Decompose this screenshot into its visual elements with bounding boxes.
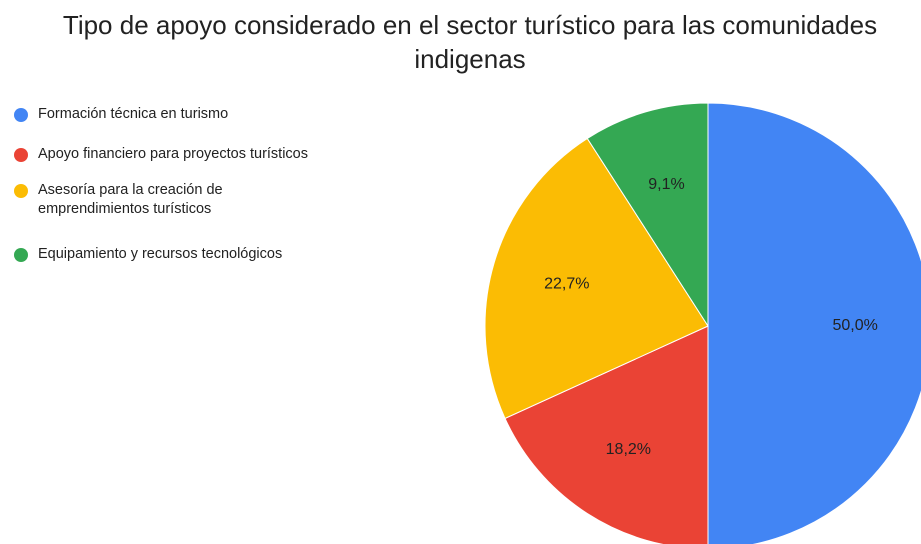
data-label: 18,2%	[606, 441, 651, 458]
pie-slice	[707, 102, 921, 544]
legend-item: Equipamiento y recursos tecnológicos	[14, 245, 282, 264]
pie-slice	[484, 137, 709, 420]
legend-swatch	[14, 107, 28, 122]
legend-swatch	[14, 147, 28, 162]
legend-item: Apoyo financiero para proyectos turístic…	[14, 145, 308, 164]
legend-label: Asesoría para la creación de emprendimie…	[38, 182, 223, 217]
legend-label: Apoyo financiero para proyectos turístic…	[38, 146, 308, 162]
legend-swatch	[14, 183, 28, 198]
data-label: 50,0%	[832, 317, 877, 334]
pie-slice	[586, 102, 709, 328]
legend-item: Asesoría para la creación de emprendimie…	[14, 181, 223, 219]
chart-title: Tipo de apoyo considerado en el sector t…	[62, 10, 878, 74]
data-label: 22,7%	[544, 276, 589, 293]
legend-item: Formación técnica en turismo	[14, 105, 228, 124]
pie-slice	[504, 325, 709, 544]
legend-label: Formación técnica en turismo	[38, 106, 229, 122]
data-label: 9,1%	[648, 176, 684, 193]
legend-label: Equipamiento y recursos tecnológicos	[38, 246, 283, 262]
legend-swatch	[14, 247, 28, 262]
